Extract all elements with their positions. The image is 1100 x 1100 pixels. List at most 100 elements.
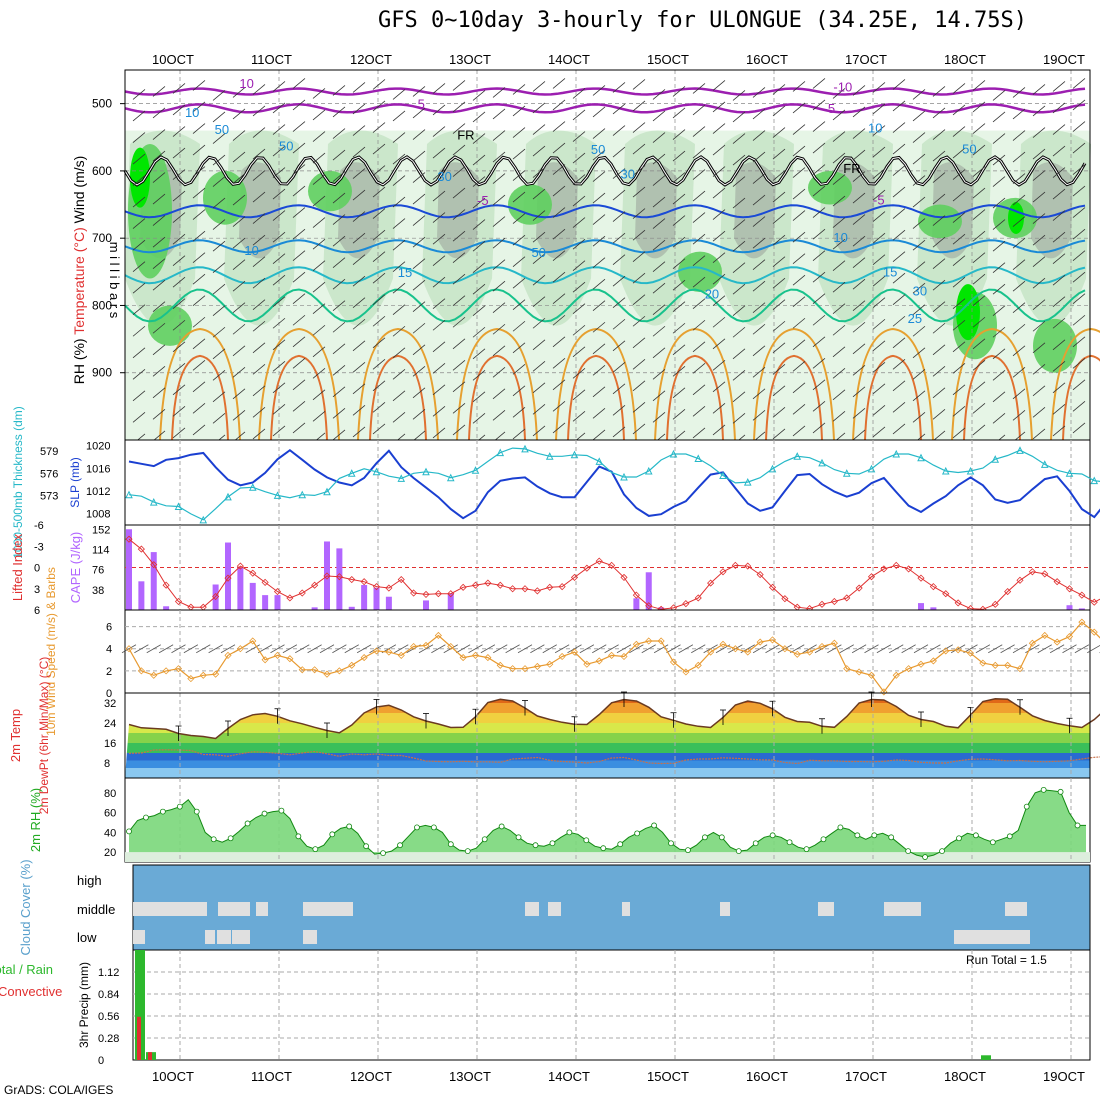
rh-base (125, 852, 1090, 862)
thickness-point (347, 469, 356, 477)
thickness-point (941, 466, 950, 475)
wind-barb (852, 192, 866, 204)
wind-barb (752, 151, 766, 163)
wind-barb (532, 317, 546, 329)
rh-point (617, 841, 624, 848)
wind-barb (192, 144, 206, 156)
wind-barb (152, 344, 166, 356)
rh-point (820, 836, 827, 843)
contour-label: FR (843, 161, 860, 176)
wind-barb (1052, 339, 1066, 351)
wind-barb (572, 152, 586, 164)
wind-barb (752, 216, 766, 227)
wind-speed-point (855, 668, 863, 676)
wind-barb (712, 295, 726, 307)
temp-axis-label: 2m Temp (8, 709, 23, 762)
cloud-patch (218, 902, 232, 916)
thickness-point (496, 448, 505, 457)
li-point (249, 569, 257, 577)
wind-barb (252, 277, 266, 289)
wind-barb (232, 323, 246, 335)
wind-barb (192, 123, 206, 134)
rh-high-region (678, 251, 722, 292)
wind-barb (712, 166, 726, 177)
rh-point (566, 829, 573, 836)
wind-barb (1012, 173, 1026, 184)
wind-barb (332, 365, 346, 376)
wind-barb (332, 257, 346, 268)
rh-point (312, 846, 319, 853)
wind-barb (641, 644, 656, 654)
wind-barb (572, 260, 586, 271)
wind-barb (212, 326, 226, 338)
precip-tick: 0.28 (98, 1033, 119, 1045)
wind-barb (592, 149, 606, 161)
wind-barb (792, 145, 806, 157)
wind-speed-line (128, 621, 1100, 693)
wind-barb (612, 318, 626, 330)
wind-speed-point (1078, 618, 1086, 626)
wind-barb (332, 343, 346, 355)
rh-point (193, 808, 200, 815)
wind-barb (132, 304, 146, 316)
wind-barb (632, 294, 646, 306)
wind-barb (932, 215, 946, 226)
li-point (1053, 578, 1061, 586)
rh-point (430, 824, 437, 831)
rh-point (668, 840, 674, 847)
chart-title: GFS 0~10day 3-hourly for ULONGUE (34.25E… (378, 8, 1028, 33)
li-point (546, 583, 554, 591)
wind-barb (592, 278, 606, 290)
rh-point (295, 833, 302, 840)
wind-barb (472, 154, 486, 166)
wind-barb (952, 276, 966, 288)
date-label-top: 17OCT (845, 52, 887, 67)
wind-barb (892, 402, 906, 413)
wind-barb (172, 169, 186, 180)
wind-barb (392, 89, 406, 100)
rh-region (734, 162, 776, 259)
wind-barb (212, 240, 226, 252)
wind-speed-point (533, 662, 541, 671)
wind-barb (652, 239, 666, 251)
wind-barb (152, 172, 166, 183)
li-point (286, 594, 294, 602)
wind-barb (1072, 228, 1086, 240)
wind-barb (692, 341, 706, 353)
wind-barb (652, 390, 666, 402)
wind-barb (172, 255, 186, 266)
wind-speed-point (682, 668, 690, 676)
wind-barb (272, 425, 286, 437)
cape-bar (274, 595, 281, 610)
wind-barb (572, 389, 586, 401)
wind-barb (452, 230, 466, 242)
wind-barb (912, 110, 926, 122)
wind-barb (472, 391, 486, 403)
cloud-patch (303, 902, 329, 916)
wind-barb (272, 102, 286, 114)
wind-speed-point (137, 667, 145, 675)
wind-barb (392, 369, 406, 380)
wind-barb (392, 218, 406, 229)
wind-barb (772, 127, 786, 138)
cape-bar (361, 585, 368, 610)
wind-speed-point (1065, 632, 1074, 641)
wind-barb (492, 237, 506, 249)
wind-barb (392, 132, 406, 143)
wind-barb (532, 167, 546, 178)
wind-barb (1052, 253, 1066, 264)
cape-bar (385, 596, 392, 610)
thickness-point (694, 454, 703, 462)
rh-point (803, 846, 810, 853)
rh-point (718, 834, 725, 841)
rain-legend-label: Total / Rain (0, 962, 53, 977)
wind-barb (632, 359, 646, 370)
wind-barb (672, 107, 686, 119)
wind-barb (212, 176, 226, 187)
wind-barb (592, 429, 606, 441)
wind-barb (672, 193, 686, 205)
temp-contour-15 (124, 266, 1086, 285)
thickness-point (1040, 460, 1049, 468)
wind-barb (952, 384, 966, 396)
wind-barb (452, 316, 466, 328)
